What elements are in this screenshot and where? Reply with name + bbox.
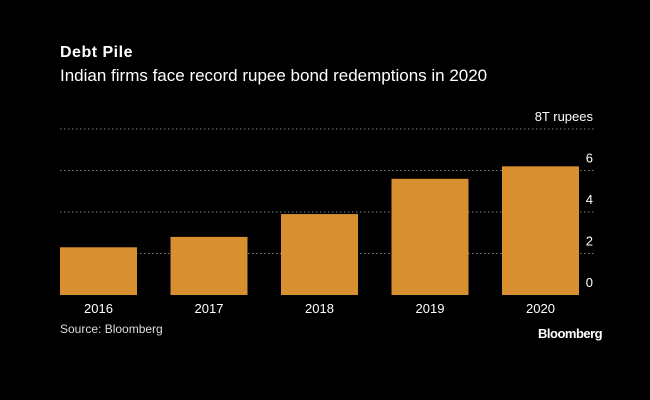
bar-2018 [281, 214, 358, 295]
source-note: Source: Bloomberg [60, 322, 163, 336]
y-axis-labels: 8T rupees 6 4 2 0 [535, 109, 594, 290]
bloomberg-logo: Bloomberg [538, 326, 603, 341]
bar-2016 [60, 247, 137, 295]
x-tick-label: 2019 [416, 301, 445, 316]
bar-2020 [502, 166, 579, 295]
chart-subtitle: Indian firms face record rupee bond rede… [60, 66, 488, 85]
bars [60, 166, 579, 295]
y-tick-label: 8T rupees [535, 109, 594, 124]
y-tick-label: 2 [586, 234, 593, 249]
y-tick-label: 4 [586, 192, 593, 207]
gridlines [60, 128, 595, 254]
y-tick-label: 0 [586, 275, 593, 290]
x-tick-label: 2016 [84, 301, 113, 316]
bar-2019 [391, 178, 469, 295]
y-tick-label: 6 [586, 151, 593, 166]
bar-2017 [170, 236, 248, 295]
x-tick-label: 2018 [305, 301, 334, 316]
x-tick-label: 2017 [195, 301, 224, 316]
x-axis-labels: 2016 2017 2018 2019 2020 [84, 301, 555, 316]
x-tick-label: 2020 [526, 301, 555, 316]
chart-title: Debt Pile [60, 44, 133, 61]
